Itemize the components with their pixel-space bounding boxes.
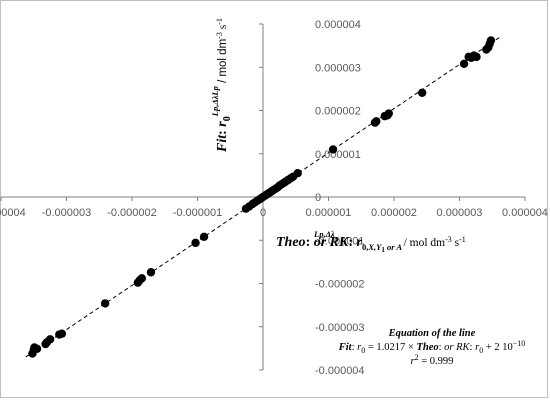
data-point bbox=[32, 344, 42, 354]
data-point bbox=[372, 117, 381, 126]
data-point bbox=[459, 59, 469, 68]
data-point bbox=[486, 36, 496, 45]
y-axis-title: Fit: r0Lp,ΔλLp / mol dm-3 s-1 bbox=[210, 18, 233, 153]
x-tick-label: 0.000004 bbox=[502, 207, 548, 219]
equation-title: Equation of the line bbox=[388, 328, 476, 339]
svg-text:Theo: or RK: r0,X,Y1 or ALp,Δλ: Theo: or RK: r0,X,Y1 or ALp,Δλ / mol dm-… bbox=[276, 229, 466, 254]
data-point bbox=[384, 109, 393, 118]
x-tick-label: -0.000003 bbox=[42, 207, 92, 219]
y-tick-label: -0.000001 bbox=[315, 235, 365, 247]
r-squared: r2 = 0.999 bbox=[411, 353, 454, 367]
equation-annotation: Equation of the line Fit: r0 = 1.0217 × … bbox=[338, 328, 526, 367]
x-tick-label: 0.000001 bbox=[306, 207, 352, 219]
equation-line: Fit: r0 = 1.0217 × Theo: or RK: r0 + 2 1… bbox=[338, 339, 526, 355]
data-point bbox=[199, 232, 209, 241]
data-point bbox=[57, 329, 67, 338]
data-point bbox=[45, 335, 55, 344]
data-points bbox=[28, 36, 496, 358]
data-point bbox=[328, 145, 338, 154]
data-point bbox=[137, 274, 147, 283]
y-tick-label: 0 bbox=[315, 192, 321, 204]
x-tick-label: 0.000003 bbox=[437, 207, 483, 219]
y-tick-label: 0.000003 bbox=[315, 62, 361, 74]
y-tick-label: 0.000004 bbox=[315, 19, 361, 31]
x-tick-label: -0.000002 bbox=[107, 207, 157, 219]
y-tick-label: -0.000004 bbox=[315, 365, 365, 377]
y-tick-label: -0.000002 bbox=[315, 279, 365, 291]
x-tick-label: -0.000004 bbox=[0, 207, 26, 219]
x-tick-label: 0 bbox=[260, 207, 266, 219]
data-point bbox=[293, 169, 302, 178]
data-point bbox=[472, 52, 481, 62]
y-tick-label: -0.000003 bbox=[315, 322, 365, 334]
x-tick-label: -0.000001 bbox=[173, 207, 223, 219]
x-axis-title: Theo: or RK: r0,X,Y1 or ALp,Δλ / mol dm-… bbox=[276, 229, 466, 254]
data-point bbox=[417, 88, 427, 97]
svg-text:Fit: r0Lp,ΔλLp / mol dm-3 s-1: Fit: r0Lp,ΔλLp / mol dm-3 s-1 bbox=[210, 18, 233, 153]
tick-labels: -0.000004 -0.000003 -0.000002 -0.000001 0 0.0… bbox=[0, 19, 548, 377]
data-point bbox=[100, 299, 110, 308]
x-tick-label: 0.000002 bbox=[371, 207, 417, 219]
data-point bbox=[146, 268, 156, 277]
y-tick-label: 0.000001 bbox=[315, 149, 361, 161]
data-point bbox=[191, 238, 200, 248]
y-tick-label: 0.000002 bbox=[315, 106, 361, 118]
